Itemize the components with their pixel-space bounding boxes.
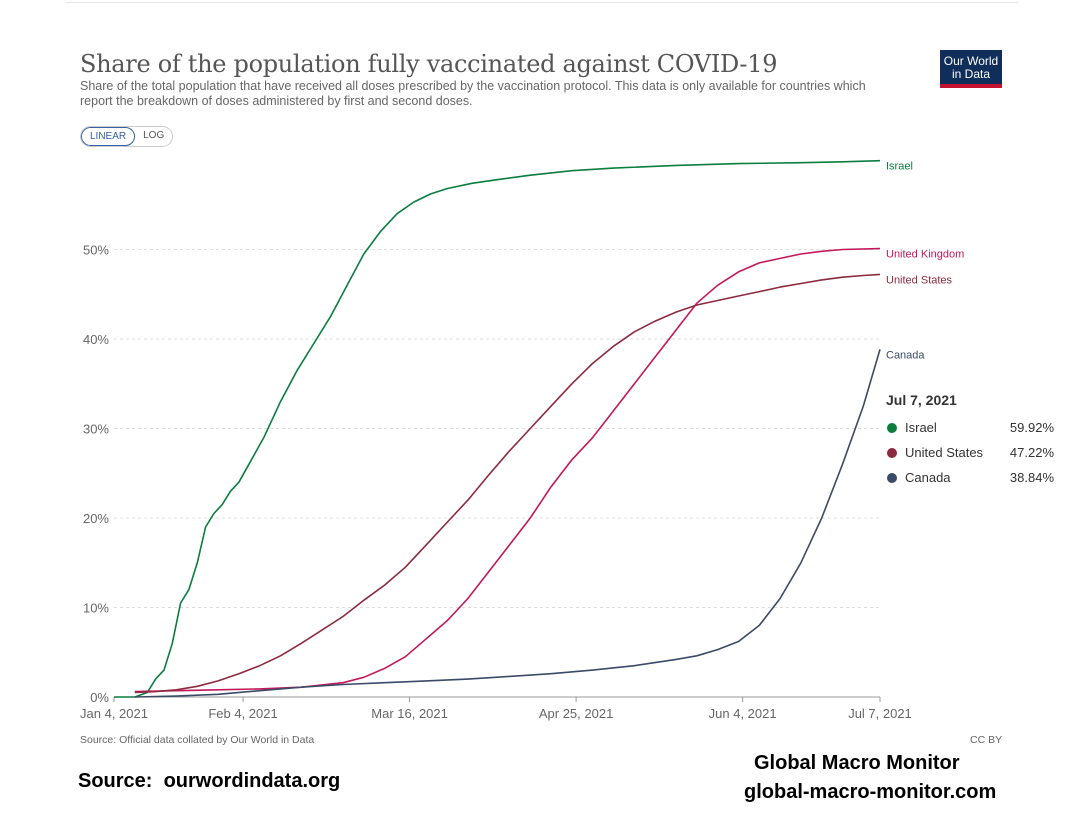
hover-tooltip: Jul 7, 2021 Israel 59.92% United States … (884, 392, 1054, 490)
top-divider (66, 2, 1018, 3)
tooltip-dot-canada (887, 472, 897, 483)
end-label-israel: Israel (886, 161, 913, 173)
x-tick-label: Jan 4, 2021 (80, 706, 148, 721)
end-label-canada: Canada (886, 349, 925, 361)
x-axis-ticks: Jan 4, 2021 Feb 4, 2021 Mar 16, 2021 Apr 25… (80, 697, 912, 721)
tooltip-dot-united-states (887, 447, 897, 458)
log-scale-button[interactable]: LOG (143, 130, 165, 141)
y-tick-label: 10% (83, 601, 109, 616)
chart-subtitle: Share of the total population that have … (80, 79, 866, 108)
tooltip-value: 47.22% (1009, 445, 1054, 460)
tooltip-value: 59.92% (1009, 420, 1054, 435)
series-line-israel (114, 159, 881, 698)
credit-publisher: Global Macro Monitor (754, 752, 960, 774)
x-tick-label: Jul 7, 2021 (848, 706, 912, 721)
y-tick-label: 30% (83, 422, 109, 437)
tooltip-dot-israel (887, 422, 897, 433)
license-link[interactable]: CC BY (970, 734, 1003, 746)
series-line-united-kingdom (134, 247, 881, 693)
tooltip-value: 38.84% (1009, 470, 1054, 485)
logo-line-2: in Data (951, 67, 991, 81)
tooltip-row-israel: Israel 59.92% (884, 415, 1054, 440)
x-tick-label: Apr 25, 2021 (539, 706, 613, 721)
y-tick-label: 20% (83, 511, 109, 526)
y-tick-label: 0% (90, 690, 109, 705)
tooltip-name: United States (905, 445, 984, 460)
logo-line-1: Our World (943, 54, 999, 68)
owid-logo[interactable]: Our World in Data (940, 50, 1002, 88)
tooltip-date: Jul 7, 2021 (886, 392, 957, 408)
tooltip-name: Israel (905, 420, 937, 435)
tooltip-name: Canada (905, 470, 951, 485)
y-axis-ticks: 0% 10% 20% 30% 40% 50% (83, 243, 109, 706)
y-tick-label: 50% (83, 243, 109, 258)
chart-frame (64, 36, 1014, 758)
credit-source: Source: ourwordindata.org (78, 770, 341, 792)
x-tick-label: Jun 4, 2021 (709, 706, 777, 721)
series-line-canada (134, 349, 881, 698)
gridlines (114, 249, 880, 698)
credit-website: global-macro-monitor.com (744, 781, 997, 803)
logo-accent-bar (940, 84, 1002, 88)
x-tick-label: Mar 16, 2021 (371, 706, 448, 721)
tooltip-row-canada: Canada 38.84% (884, 465, 1054, 490)
x-tick-label: Feb 4, 2021 (208, 706, 277, 721)
linear-scale-button[interactable]: LINEAR (81, 127, 136, 146)
source-note: Source: Official data collated by Our Wo… (80, 734, 315, 746)
y-tick-label: 40% (83, 332, 109, 347)
tooltip-row-united-states: United States 47.22% (884, 440, 1054, 465)
series-line-united-states (134, 273, 881, 694)
series-lines (114, 159, 881, 698)
series-end-labels: Israel United Kingdom United States Canada (886, 161, 964, 362)
scale-toggle: LINEAR LOG (80, 126, 174, 147)
end-label-united-states: United States (886, 274, 953, 286)
end-label-united-kingdom: United Kingdom (886, 249, 964, 261)
page-title: Share of the population fully vaccinated… (80, 50, 778, 78)
